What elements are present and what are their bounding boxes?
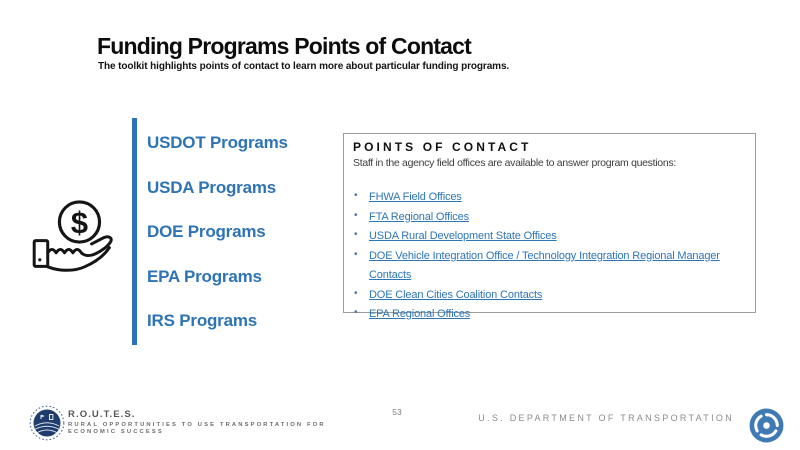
link-doe-clean-cities[interactable]: DOE Clean Cities Coalition Contacts <box>369 288 543 301</box>
list-item: • FTA Regional Offices <box>353 207 744 227</box>
usdot-triskelion-logo-icon <box>749 408 784 443</box>
page-subtitle: The toolkit highlights points of contact… <box>98 61 510 72</box>
usdot-wordmark: U.S. DEPARTMENT OF TRANSPORTATION <box>478 413 734 423</box>
routes-tagline-line2: ECONOMIC SUCCESS <box>68 429 164 435</box>
routes-logo-icon <box>29 405 65 441</box>
program-list: USDOT Programs USDA Programs DOE Program… <box>147 118 288 345</box>
link-epa-regional-offices[interactable]: EPA Regional Offices <box>369 308 471 320</box>
list-item: • EPA Regional Offices <box>353 304 744 324</box>
program-item-irs: IRS Programs <box>147 311 258 330</box>
routes-acronym: R.O.U.T.E.S. <box>68 409 136 420</box>
contact-box-heading: POINTS OF CONTACT <box>353 140 532 154</box>
link-fhwa-field-offices[interactable]: FHWA Field Offices <box>369 191 462 203</box>
bullet-icon: • <box>354 307 358 318</box>
contact-box-intro: Staff in the agency field offices are av… <box>353 157 676 169</box>
routes-tagline-line1: RURAL OPPORTUNITIES TO USE TRANSPORTATIO… <box>68 422 326 428</box>
hand-holding-dollar-icon: $ <box>32 200 113 272</box>
link-doe-vehicle-integration[interactable]: DOE Vehicle Integration Office / Technol… <box>369 249 720 282</box>
contact-link-list: • FHWA Field Offices • FTA Regional Offi… <box>353 187 747 324</box>
program-item-epa: EPA Programs <box>147 266 262 286</box>
bullet-icon: • <box>354 287 358 299</box>
bullet-icon: • <box>354 209 358 221</box>
program-item-usda: USDA Programs <box>147 177 277 197</box>
link-usda-rural-development[interactable]: USDA Rural Development State Offices <box>369 230 557 242</box>
page-number: 53 <box>392 407 402 417</box>
list-item: • FHWA Field Offices <box>353 187 744 207</box>
bullet-icon: • <box>354 248 358 260</box>
list-item: • USDA Rural Development State Offices <box>353 226 744 246</box>
list-item: • DOE Vehicle Integration Office / Techn… <box>353 246 744 285</box>
program-item-usdot: USDOT Programs <box>147 133 288 152</box>
points-of-contact-box: POINTS OF CONTACT Staff in the agency fi… <box>343 133 756 320</box>
page-title: Funding Programs Points of Contact <box>97 33 472 59</box>
list-item: • DOE Clean Cities Coalition Contacts <box>353 285 744 305</box>
accent-bar <box>132 118 137 345</box>
bullet-icon: • <box>354 229 358 240</box>
link-fta-regional-offices[interactable]: FTA Regional Offices <box>369 210 469 223</box>
bullet-icon: • <box>354 190 358 201</box>
routes-text-block: R.O.U.T.E.S. RURAL OPPORTUNITIES TO USE … <box>68 409 326 436</box>
dollar-sign-glyph: $ <box>71 205 88 240</box>
program-item-doe: DOE Programs <box>147 222 266 241</box>
